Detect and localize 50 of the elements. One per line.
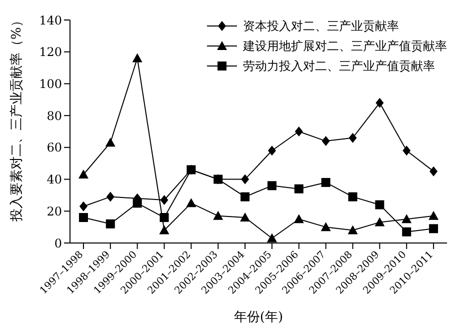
point — [78, 213, 88, 222]
point — [402, 146, 411, 156]
y-tick-label: 120 — [39, 45, 62, 60]
point — [428, 210, 439, 220]
y-tick-label: 60 — [46, 140, 62, 155]
point — [160, 194, 168, 205]
x-axis-title: 年份(年) — [234, 310, 284, 325]
point — [106, 192, 114, 202]
point — [213, 210, 224, 220]
point — [78, 170, 88, 179]
point — [266, 233, 277, 242]
legend-label: 劳动力投入对二、三产业产值贡献率 — [243, 58, 435, 75]
y-axis-title: 投入要素对二、三产业贡献率（%） — [8, 14, 25, 222]
y-tick-label: 80 — [46, 108, 62, 123]
point — [320, 222, 331, 232]
y-tick-label: 40 — [46, 172, 62, 187]
point — [159, 225, 170, 234]
point — [132, 53, 142, 62]
point — [240, 212, 250, 222]
point — [429, 224, 438, 234]
point — [294, 184, 304, 194]
point — [402, 227, 412, 236]
point — [348, 192, 358, 202]
point — [106, 219, 115, 228]
point — [160, 213, 169, 222]
point — [322, 136, 330, 146]
point — [348, 132, 357, 143]
legend-label: 资本投入对二、三产业贡献率 — [243, 18, 399, 35]
point — [430, 166, 438, 176]
point — [186, 198, 196, 208]
y-tick-label: 100 — [39, 76, 62, 91]
point — [376, 98, 384, 108]
point — [375, 200, 384, 210]
point — [321, 178, 330, 187]
y-tick-label: 140 — [39, 13, 62, 28]
point — [294, 126, 303, 136]
point — [294, 214, 304, 224]
point — [105, 138, 116, 147]
y-tick-label: 20 — [46, 204, 62, 218]
point — [241, 174, 250, 184]
point — [348, 225, 358, 234]
point — [268, 146, 276, 156]
point — [402, 214, 412, 224]
legend-label: 建设用地扩展对二、三产业产值贡献率 — [243, 38, 447, 55]
point — [79, 201, 88, 212]
point — [267, 181, 276, 190]
point — [374, 217, 385, 226]
point — [132, 198, 142, 208]
y-tick-label: 0 — [54, 236, 62, 250]
point — [240, 192, 250, 202]
